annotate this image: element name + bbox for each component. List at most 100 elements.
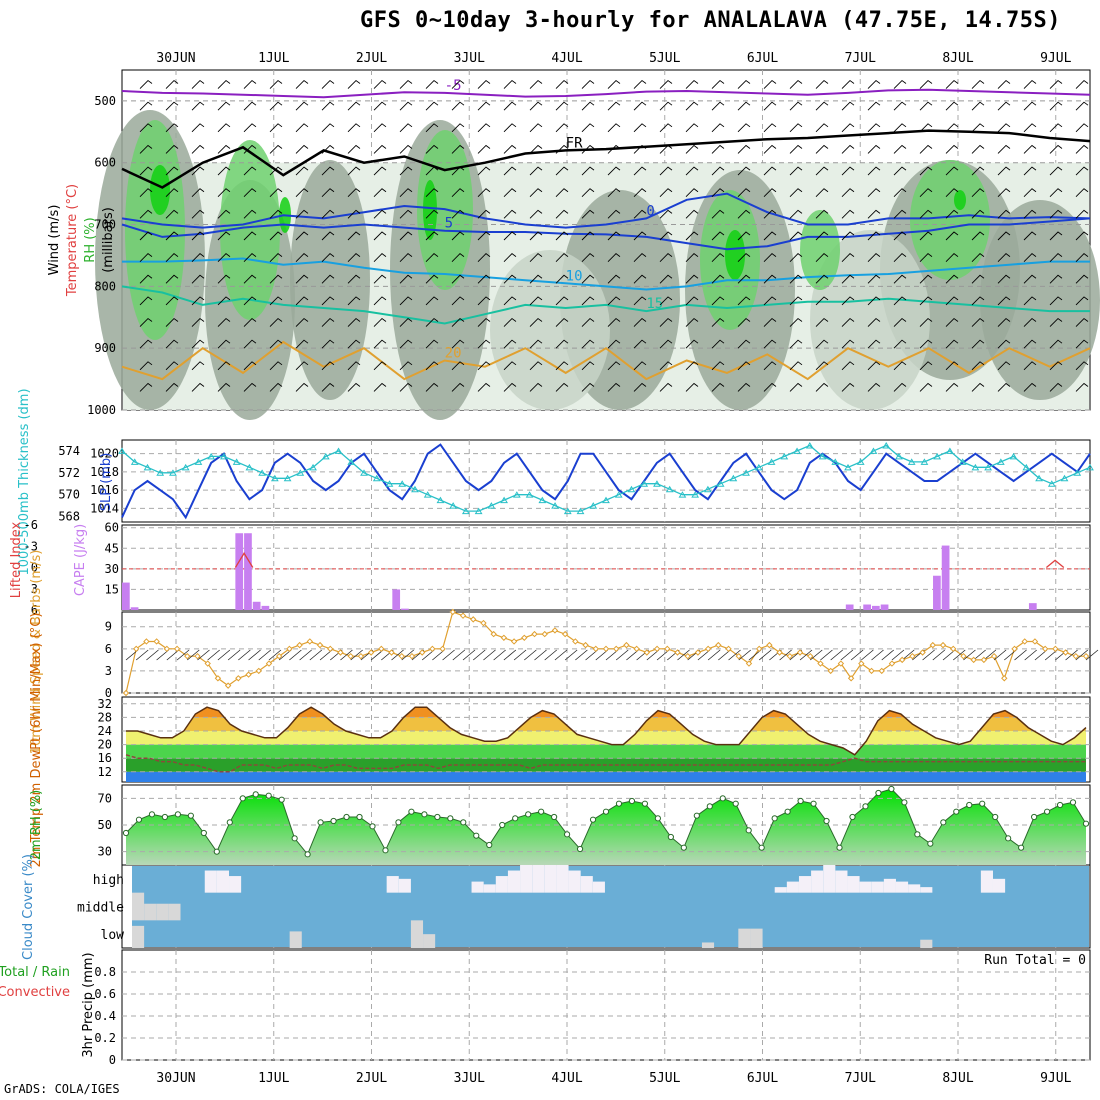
wind-barb bbox=[919, 166, 933, 176]
wind-barb bbox=[841, 317, 855, 327]
wind-barb bbox=[165, 166, 179, 176]
wind-barb bbox=[191, 188, 205, 198]
wind-barb bbox=[1049, 123, 1063, 133]
temp-band bbox=[122, 697, 1090, 704]
wind-barb bbox=[633, 339, 647, 349]
rh-marker bbox=[940, 819, 947, 826]
wind-barb bbox=[997, 79, 1011, 89]
wind-barb bbox=[841, 361, 855, 371]
wind-barb bbox=[529, 296, 543, 306]
wind-speed-marker bbox=[888, 660, 896, 667]
wind-barb bbox=[1023, 188, 1037, 198]
thickness-marker bbox=[895, 452, 903, 460]
wind-barb bbox=[1023, 231, 1037, 241]
wind-barb bbox=[295, 339, 309, 349]
cloud-ylabel: Cloud Cover (%) bbox=[21, 854, 36, 960]
wind-speed-marker bbox=[521, 634, 528, 641]
wind-barb bbox=[503, 144, 517, 154]
wind-speed-marker bbox=[306, 638, 314, 645]
wind-barb bbox=[1049, 253, 1063, 262]
wind-barb bbox=[452, 649, 466, 661]
wind-barb bbox=[248, 649, 261, 661]
wind-barb bbox=[607, 361, 621, 371]
wind-barb bbox=[269, 361, 283, 371]
rh-marker bbox=[628, 797, 636, 805]
wind-barb bbox=[555, 339, 569, 349]
wind-barb bbox=[763, 123, 777, 133]
wind-barb bbox=[217, 231, 231, 241]
wind-speed-marker bbox=[184, 652, 191, 660]
wind-barb bbox=[607, 188, 621, 198]
date-label-bottom: 7JUL bbox=[845, 1071, 876, 1086]
wind-barb bbox=[893, 382, 907, 392]
wind-barb bbox=[503, 231, 517, 241]
wind-barb bbox=[789, 274, 803, 284]
cape-bar bbox=[252, 601, 261, 610]
wind-barb bbox=[451, 166, 465, 176]
wind-barb bbox=[945, 382, 959, 392]
wind-barb bbox=[830, 649, 843, 661]
wind-speed-marker bbox=[766, 641, 773, 649]
wind-speed-marker bbox=[1011, 645, 1018, 653]
wind-tick-label: 0 bbox=[105, 686, 112, 700]
temp-band bbox=[126, 744, 1086, 759]
wind-barb bbox=[1075, 101, 1089, 111]
wind-barb bbox=[399, 101, 413, 111]
wind-barb bbox=[425, 231, 439, 241]
wind-barb bbox=[477, 382, 491, 392]
wind-barb bbox=[737, 274, 751, 284]
rh-shade-blob bbox=[220, 140, 280, 320]
wind-speed-marker bbox=[868, 667, 875, 675]
wind-barb bbox=[191, 296, 205, 306]
rh-marker bbox=[875, 789, 882, 797]
wind-barb bbox=[425, 166, 439, 176]
wind-barb bbox=[922, 649, 935, 661]
wind-barb bbox=[477, 144, 491, 154]
isotherm-label: 10 bbox=[566, 268, 583, 284]
wind-barb bbox=[841, 79, 855, 89]
wind-speed-marker bbox=[674, 649, 681, 656]
wind-barb bbox=[529, 253, 543, 262]
wind-barb bbox=[685, 274, 699, 284]
wind-barb bbox=[763, 253, 777, 262]
wind-barb bbox=[243, 231, 257, 241]
rh-area bbox=[126, 789, 1086, 865]
wind-barb bbox=[139, 79, 153, 89]
rh-marker bbox=[356, 813, 363, 821]
wind-barb bbox=[139, 274, 153, 284]
wind-barb bbox=[711, 144, 725, 154]
rh-marker bbox=[434, 813, 441, 821]
wind-barb bbox=[347, 144, 361, 154]
cloud-high-bar bbox=[811, 870, 824, 893]
wind-barb bbox=[1075, 231, 1089, 241]
wind-barb bbox=[529, 188, 543, 198]
thickness-marker bbox=[1060, 474, 1069, 482]
date-label-top: 4JUL bbox=[551, 51, 582, 66]
wind-barb bbox=[165, 101, 179, 111]
wind-speed-marker bbox=[633, 645, 640, 653]
wind-barb bbox=[295, 209, 309, 219]
wind-barb bbox=[607, 166, 621, 176]
wind-speed-marker bbox=[490, 630, 497, 638]
wind-barb bbox=[581, 274, 595, 284]
thickness-marker bbox=[996, 458, 1005, 465]
wind-barb bbox=[607, 253, 621, 262]
wind-barb bbox=[451, 231, 465, 241]
thickness-line bbox=[121, 444, 1091, 512]
wind-barb bbox=[321, 144, 335, 154]
temp-band bbox=[126, 707, 1086, 718]
thickness-marker bbox=[194, 458, 203, 465]
wind-barb bbox=[633, 123, 647, 133]
rh-marker bbox=[667, 833, 674, 841]
wind-barb bbox=[269, 144, 283, 154]
wind-barb bbox=[685, 231, 699, 241]
cape-bar bbox=[235, 533, 244, 610]
thickness-marker bbox=[933, 452, 942, 460]
wind-barb bbox=[633, 79, 647, 89]
wind-barb bbox=[1075, 274, 1089, 284]
rh-marker bbox=[719, 795, 726, 802]
rh-marker bbox=[888, 785, 895, 793]
wind-barb bbox=[893, 253, 907, 262]
temp-tick-label: 16 bbox=[98, 751, 112, 765]
wind-barb bbox=[1075, 296, 1089, 306]
